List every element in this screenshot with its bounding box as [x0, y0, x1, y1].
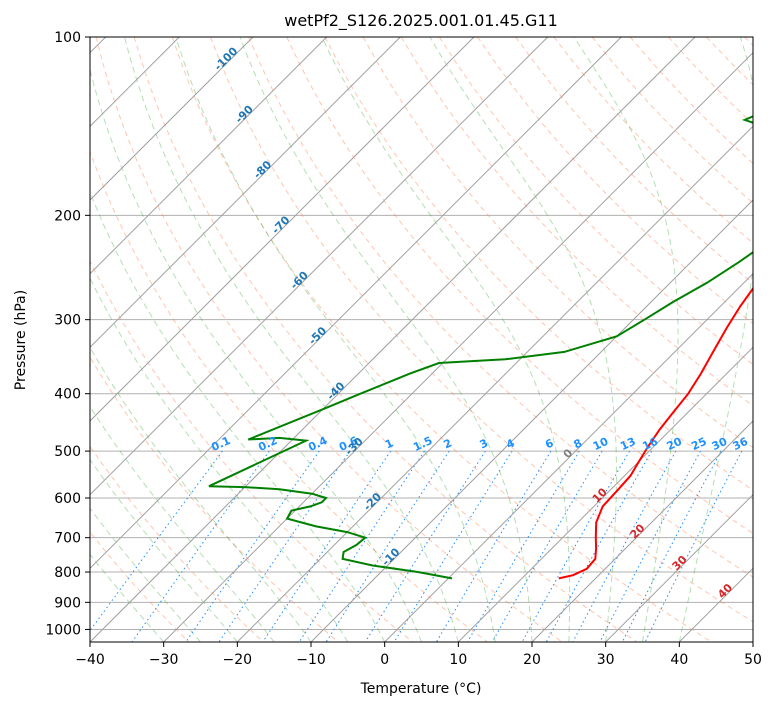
x-tick-label: −30 [149, 652, 179, 668]
moist-adiabat [429, 37, 617, 642]
isotherm-line [310, 199, 753, 642]
mixing-ratio-line [325, 450, 450, 642]
dry-adiabat [133, 37, 638, 642]
dry-adiabat [324, 37, 753, 491]
mixing-ratio-line [599, 450, 701, 642]
isotherm-line [531, 420, 753, 642]
moist-adiabat [175, 37, 496, 642]
mixing-ratio-line [262, 450, 392, 642]
y-tick-label: 500 [54, 444, 81, 460]
plot-frame [89, 36, 754, 643]
x-tick-label: −40 [75, 652, 105, 668]
x-tick-label: −20 [223, 652, 253, 668]
isotherm-line [90, 37, 254, 201]
mixing-ratio-line [90, 450, 223, 632]
dry-adiabat [400, 37, 753, 407]
grid-layer [90, 37, 753, 642]
isotherm-line [236, 125, 753, 642]
dry-adiabat [90, 445, 264, 642]
y-tick-label: 700 [54, 531, 81, 547]
isotherm-line [90, 37, 622, 570]
y-tick-label: 900 [54, 595, 81, 611]
moist-adiabat [90, 553, 165, 642]
chart-title: wetPf2_S126.2025.001.01.45.G11 [284, 11, 558, 31]
isotherm-line [457, 346, 753, 642]
mixing-ratio-line [572, 450, 677, 642]
y-tick-label: 800 [54, 565, 81, 581]
x-tick-label: 10 [449, 652, 467, 668]
isotherm-line [90, 37, 328, 275]
isotherm-line [605, 493, 753, 642]
isotherm-line [90, 37, 475, 422]
mixing-ratio-label: 30 [710, 435, 730, 453]
mixing-ratio-line [298, 450, 425, 642]
y-tick-label: 1000 [45, 622, 81, 638]
dry-adiabat [171, 37, 712, 642]
x-tick-label: −10 [296, 652, 326, 668]
x-axis-label: Temperature (°C) [360, 681, 482, 697]
mixing-ratio-line [435, 450, 552, 642]
mixing-ratio-label: 20 [665, 435, 685, 453]
series-line-temperature [558, 286, 753, 580]
dry-adiabat [90, 150, 488, 642]
moist-adiabat [90, 405, 275, 642]
axis-layer: −40 −30 −20 −10 0 10 20 30 40 50 100 200 300 400 500 60… [45, 30, 762, 668]
mixing-ratio-line [621, 450, 722, 642]
isotherm-layer [90, 37, 753, 642]
isotherm-line [752, 641, 753, 642]
isotherm-line [163, 51, 753, 642]
data-layer [208, 115, 753, 580]
moist-adiabat [90, 458, 238, 642]
isotherm-line [90, 37, 696, 642]
dry-adiabat [362, 37, 753, 449]
plot-area-background [90, 37, 753, 642]
y-tick-label: 400 [54, 387, 81, 403]
moist-adiabat [90, 190, 386, 642]
mixing-ratio-line [467, 450, 580, 642]
mixing-ratio-label: 36 [731, 435, 751, 453]
mixing-ratio-line [545, 450, 653, 642]
moist-adiabat [90, 507, 201, 642]
x-tick-label: 20 [523, 652, 541, 668]
mixing-ratio-label: 16 [640, 435, 660, 453]
isotherm-line [384, 272, 753, 642]
x-tick-label: 40 [670, 652, 688, 668]
x-tick-label: 0 [380, 652, 389, 668]
y-tick-label: 200 [54, 208, 81, 224]
moist-adiabat [321, 37, 571, 642]
mixing-ratio-line [521, 450, 630, 642]
x-tick-label: 30 [597, 652, 615, 668]
isotherm-line [90, 37, 401, 349]
mixing-ratio-label: 13 [618, 435, 637, 453]
y-tick-label: 100 [54, 30, 81, 46]
dry-adiabat [210, 37, 753, 623]
mixing-ratio-label: 10 [591, 435, 611, 453]
moist-adiabat [573, 37, 679, 642]
x-tick-label: 50 [744, 652, 762, 668]
y-axis-label: Pressure (hPa) [13, 290, 29, 390]
mixing-ratio-label: 25 [689, 435, 708, 453]
y-tick-label: 300 [54, 313, 81, 329]
moist-adiabat [124, 37, 459, 642]
moist-adiabat [90, 67, 422, 642]
series-line-dewpoint [208, 115, 753, 580]
moist-adiabat [239, 37, 533, 642]
moist-adiabat [678, 37, 753, 642]
isotherm-line [90, 37, 549, 496]
y-tick-label: 600 [54, 491, 81, 507]
dry-adiabat [248, 37, 753, 578]
mixing-ratio-line [218, 450, 351, 642]
dry-adiabat [95, 37, 563, 642]
